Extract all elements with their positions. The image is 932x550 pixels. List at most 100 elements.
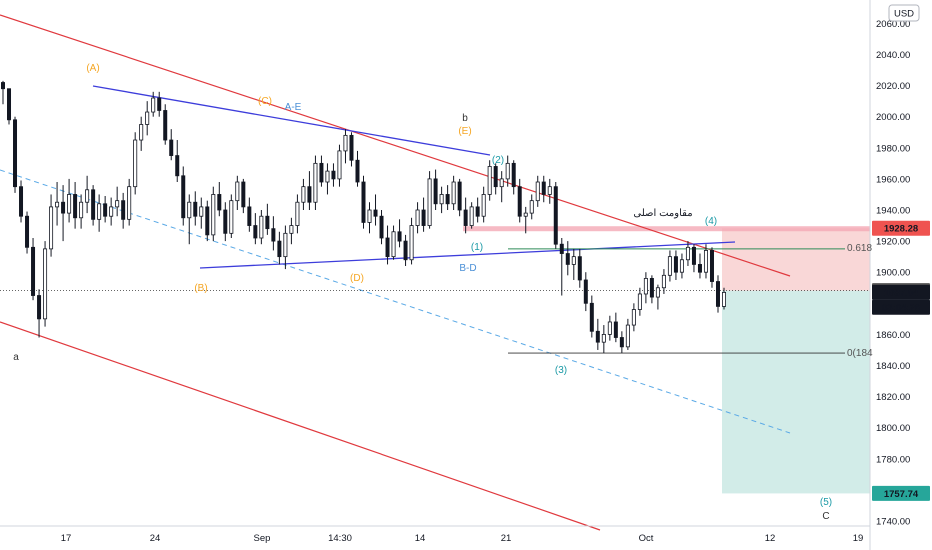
candle-body	[13, 119, 18, 188]
candle-body	[19, 186, 24, 217]
price-axis-background	[870, 0, 932, 550]
channel-upper-line	[0, 14, 791, 277]
candle-body	[163, 110, 168, 141]
candle-body	[535, 181, 540, 202]
candle-body	[259, 215, 264, 239]
currency-badge[interactable]: USD	[888, 4, 920, 22]
candle-body	[319, 162, 324, 183]
candle-body	[229, 200, 234, 234]
candle-body	[103, 203, 108, 217]
wave-label: (C)	[258, 96, 272, 107]
candle-body	[0, 82, 6, 90]
candle-body	[325, 170, 330, 183]
candle-body	[547, 186, 552, 195]
candle-body	[679, 259, 684, 273]
wave-label: (B)	[194, 283, 207, 294]
candle-body	[295, 201, 300, 226]
candle-body	[277, 240, 282, 258]
x-tick-label: Sep	[254, 533, 271, 544]
candle-body	[643, 278, 648, 295]
candle-body	[55, 201, 60, 208]
candle-body	[217, 194, 222, 211]
candle-body	[145, 111, 150, 125]
candle-body	[469, 206, 474, 226]
x-tick-label: 12	[765, 533, 776, 544]
stop-loss-zone	[722, 228, 870, 291]
candle-body	[331, 170, 336, 180]
candle-body	[49, 206, 54, 250]
candle-body	[121, 200, 126, 220]
candle-body	[565, 253, 570, 265]
price-badge	[872, 485, 930, 501]
wave-annotations: (A) (C) A-E b (E) (2) مقاومت اصلی (4) (1) B-D (B) (…	[13, 63, 873, 522]
candle-body	[133, 139, 138, 188]
candle-body	[235, 181, 240, 202]
candle-body	[559, 243, 564, 254]
candle-body	[37, 295, 42, 320]
price-badge-label: 03:04:26	[882, 303, 920, 314]
candle-body	[595, 330, 600, 343]
y-tick-label: 2020.00	[876, 81, 910, 92]
candle-body	[199, 206, 204, 217]
y-tick-label: 1920.00	[876, 237, 910, 248]
y-tick-label: 1960.00	[876, 174, 910, 185]
x-tick-label: 24	[150, 533, 161, 544]
candle-body	[7, 88, 12, 121]
candle-body	[73, 194, 78, 219]
take-profit-zone	[722, 290, 870, 494]
x-tick-label: 14:30	[328, 533, 352, 544]
wave-label: A-E	[285, 102, 302, 113]
wave-label: a	[13, 352, 19, 363]
wave-label: (D)	[350, 273, 364, 284]
candle-body	[709, 250, 714, 282]
candle-body	[253, 225, 258, 239]
candle-body	[97, 203, 102, 220]
candle-body	[607, 321, 612, 335]
wave-label: (1)	[471, 242, 483, 253]
candle-body	[667, 256, 672, 276]
x-tick-label: 14	[415, 533, 426, 544]
candle-body	[265, 215, 270, 230]
candle-body	[673, 256, 678, 273]
candle-body	[457, 181, 462, 211]
candle-body	[391, 231, 396, 258]
candle-body	[283, 232, 288, 258]
y-tick-label: 1840.00	[876, 361, 910, 372]
wave-label: (E)	[458, 126, 471, 137]
candle-body	[211, 194, 216, 236]
candle-body	[481, 194, 486, 217]
x-tick-label: 19	[853, 533, 864, 544]
x-axis-ticks: 17 24 Sep 14:30 14 21 Oct 12 19	[61, 533, 864, 544]
y-tick-label: 1740.00	[876, 517, 910, 528]
wave-label: (A)	[86, 63, 99, 74]
candle-body	[661, 274, 666, 289]
candle-body	[205, 206, 210, 236]
candle-body	[223, 209, 228, 234]
candle-body	[541, 181, 546, 195]
wave-label: b	[462, 113, 468, 124]
y-tick-label: 2040.00	[876, 50, 910, 61]
candle-body	[722, 292, 727, 307]
candle-body	[25, 215, 30, 248]
y-axis-ticks: 1740.001760.001780.001800.001820.001840.…	[876, 19, 910, 528]
x-tick-label: 21	[501, 533, 512, 544]
candle-body	[157, 97, 162, 111]
candle-body	[571, 256, 576, 265]
y-tick-label: 1900.00	[876, 268, 910, 279]
triangle-lower-line	[199, 241, 736, 269]
candle-body	[577, 256, 582, 281]
candle-body	[373, 209, 378, 217]
candle-body	[343, 134, 348, 152]
candle-body	[619, 337, 624, 348]
candle-body	[553, 186, 558, 245]
y-tick-label: 1940.00	[876, 206, 910, 217]
candle-body	[397, 231, 402, 242]
y-tick-label: 2000.00	[876, 112, 910, 123]
candle-body	[427, 178, 432, 226]
candle-body	[445, 194, 450, 205]
candle-body	[337, 150, 342, 180]
wave-label: (3)	[555, 365, 567, 376]
x-tick-label: 17	[61, 533, 72, 544]
candle-body	[499, 178, 504, 188]
